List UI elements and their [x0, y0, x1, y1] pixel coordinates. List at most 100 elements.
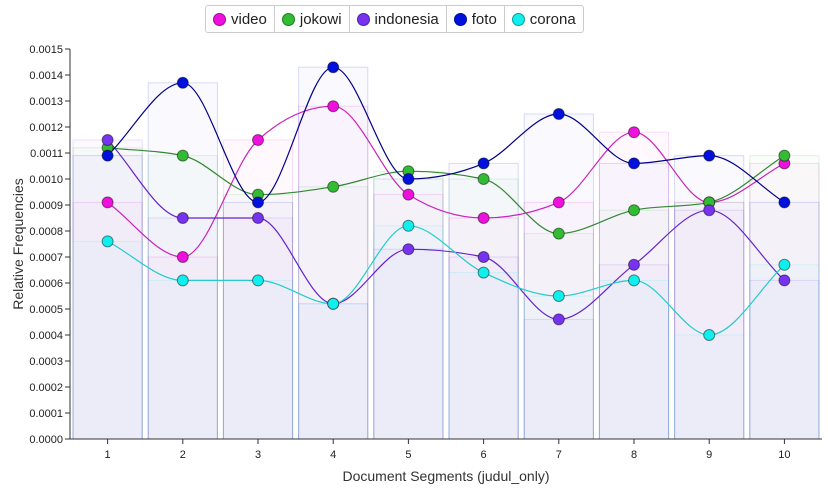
legend-swatch [213, 12, 226, 26]
y-tick-label: 0.0007 [29, 252, 63, 264]
series-line-corona [107, 225, 785, 336]
x-tick-label: 7 [556, 449, 562, 461]
data-point-jokowi [552, 227, 565, 240]
data-point-video [176, 251, 189, 263]
x-tick-label: 8 [631, 449, 637, 461]
legend-label: jokowi [299, 10, 342, 28]
data-point-foto [477, 157, 490, 170]
data-point-video [327, 100, 340, 113]
background-bar [373, 225, 444, 440]
legend-swatch [453, 12, 467, 26]
y-tick-label: 0.0002 [29, 382, 63, 394]
data-point-video [477, 212, 490, 224]
legend-item-foto[interactable]: foto [447, 6, 505, 32]
y-axis-title: Relative Frequencies [10, 178, 26, 310]
x-tick-label: 3 [255, 449, 261, 461]
series-line-video [107, 105, 785, 258]
axes: 0.0000 0.0001 0.0002 0.0003 0.0004 0.0005 0.00… [29, 44, 822, 461]
data-point-foto [402, 173, 415, 185]
data-point-indonesia [552, 313, 565, 326]
data-point-jokowi [628, 204, 640, 217]
data-point-video [552, 196, 565, 209]
data-point-jokowi [778, 149, 791, 162]
background-bar [222, 279, 294, 440]
y-tick-label: 0.0011 [30, 148, 63, 160]
x-tick-label: 2 [180, 449, 186, 461]
data-point-indonesia [477, 251, 490, 263]
x-axis-title: Document Segments (judul_only) [343, 468, 550, 484]
y-tick-label: 0.0014 [29, 70, 63, 82]
data-point-corona [628, 274, 640, 287]
data-point-corona [176, 274, 189, 287]
y-tick-label: 0.0005 [29, 304, 63, 316]
legend-item-corona[interactable]: corona [505, 6, 583, 32]
data-point-corona [402, 219, 415, 232]
y-tick-label: 0.0013 [29, 96, 63, 108]
x-tick-label: 1 [105, 449, 111, 461]
chart-legend: video jokowi indonesia foto corona [205, 5, 584, 33]
legend-swatch [511, 12, 525, 26]
series-line-jokowi [107, 147, 785, 235]
legend-swatch [356, 12, 370, 26]
x-tick-label: 5 [405, 449, 411, 461]
y-tick-label: 0.0006 [29, 278, 63, 290]
background-bar [674, 334, 745, 440]
background-bar [298, 303, 369, 440]
background-bar [147, 279, 218, 440]
data-point-video [402, 188, 415, 201]
data-point-foto [703, 149, 716, 162]
y-tick-label: 0.0001 [29, 408, 63, 420]
data-point-corona [327, 297, 340, 310]
data-point-indonesia [402, 243, 415, 256]
data-point-indonesia [703, 204, 716, 217]
data-point-foto [552, 108, 565, 120]
legend-label: corona [529, 10, 576, 28]
y-tick-label: 0.0015 [29, 44, 63, 56]
y-tick-label: 0.0004 [29, 330, 63, 342]
background-bar [598, 279, 670, 440]
data-point-corona [252, 274, 264, 287]
x-tick-label: 10 [778, 449, 790, 461]
x-tick-label: 4 [330, 449, 336, 461]
data-point-corona [101, 235, 114, 248]
data-point-video [101, 196, 114, 209]
data-point-jokowi [477, 173, 490, 185]
data-point-foto [628, 157, 640, 170]
y-tick-label: 0.0003 [29, 356, 63, 368]
data-point-foto [327, 61, 340, 74]
data-point-corona [703, 329, 716, 341]
y-tick-label: 0.0008 [29, 226, 63, 238]
legend-item-jokowi[interactable]: jokowi [275, 6, 350, 32]
legend-label: video [231, 10, 267, 28]
data-point-video [628, 126, 640, 139]
data-point-indonesia [252, 212, 264, 224]
data-point-jokowi [176, 149, 189, 162]
background-bar [749, 264, 820, 440]
series-line-indonesia [107, 139, 785, 321]
y-tick-label: 0.0012 [29, 122, 63, 134]
data-point-corona [477, 266, 490, 279]
background-bar [448, 272, 519, 440]
series-points [101, 61, 791, 341]
x-tick-label: 6 [481, 449, 487, 461]
data-point-indonesia [176, 212, 189, 224]
data-point-corona [552, 290, 565, 302]
y-tick-label: 0.0000 [29, 434, 63, 446]
data-point-foto [101, 149, 114, 162]
data-point-foto [252, 196, 264, 209]
background-bar [72, 240, 143, 440]
legend-swatch [281, 12, 295, 26]
data-point-video [252, 134, 264, 146]
x-tick-label: 9 [706, 449, 712, 461]
y-tick-label: 0.0009 [29, 200, 63, 212]
legend-item-video[interactable]: video [206, 6, 275, 32]
data-point-corona [778, 258, 791, 271]
data-point-foto [778, 196, 791, 209]
legend-item-indonesia[interactable]: indonesia [350, 6, 447, 32]
data-point-indonesia [628, 258, 640, 271]
legend-label: indonesia [374, 10, 439, 28]
data-point-indonesia [778, 274, 791, 287]
data-point-jokowi [327, 180, 340, 193]
data-point-indonesia [101, 134, 114, 146]
